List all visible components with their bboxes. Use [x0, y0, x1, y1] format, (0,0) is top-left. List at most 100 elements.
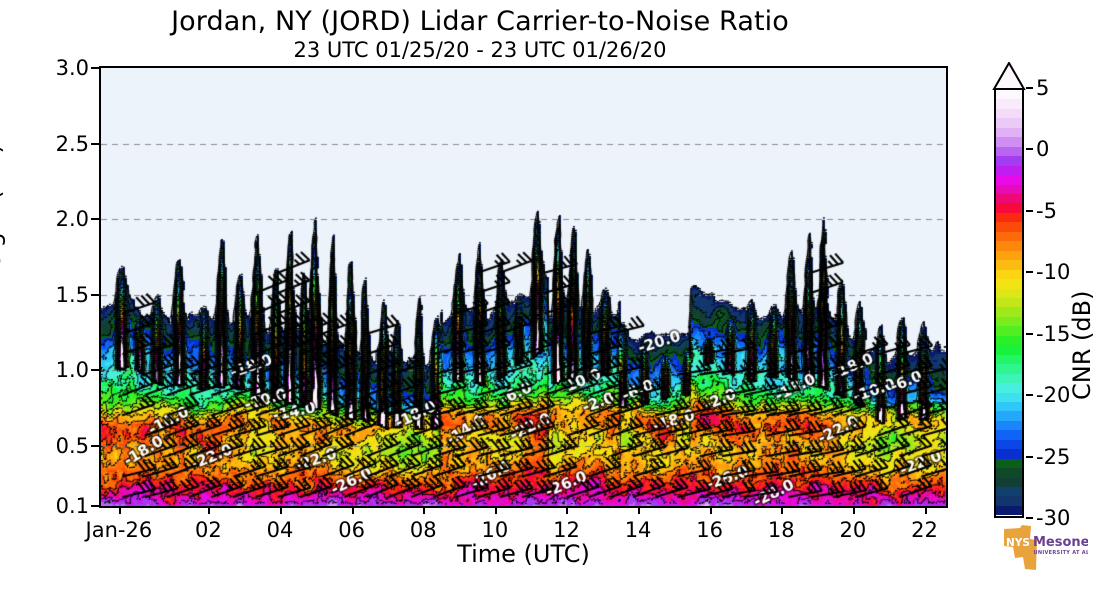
colorbar-band	[996, 364, 1022, 374]
colorbar-band	[996, 468, 1022, 478]
colorbar-band	[996, 401, 1022, 412]
y-tick-mark	[91, 293, 99, 296]
x-tick-label: 20	[839, 518, 867, 542]
logo-brand-text: Mesonet	[1033, 535, 1088, 550]
colorbar-band	[996, 118, 1022, 128]
y-tick-label: 0.1	[55, 494, 89, 518]
x-tick-mark	[709, 506, 712, 514]
y-tick-label: 3.0	[55, 56, 89, 80]
colorbar-band	[996, 505, 1022, 516]
page-subtitle: 23 UTC 01/25/20 - 23 UTC 01/26/20	[293, 38, 667, 62]
colorbar-band	[996, 430, 1022, 440]
x-tick-label: 14	[624, 518, 652, 542]
colorbar-tick-mark	[1026, 394, 1033, 397]
colorbar-title: CNR (dB)	[1068, 290, 1093, 400]
x-tick-label: 02	[195, 518, 222, 542]
x-tick-label: 06	[338, 518, 365, 542]
colorbar-band	[996, 449, 1022, 459]
y-tick-label: 1.0	[55, 358, 89, 383]
colorbar-band	[996, 212, 1022, 223]
x-tick-mark	[423, 506, 426, 514]
colorbar-tick-mark	[1026, 209, 1033, 212]
x-tick-mark	[781, 506, 784, 514]
colorbar-band	[996, 184, 1022, 194]
x-tick-mark	[852, 506, 855, 514]
colorbar-gradient	[994, 88, 1024, 518]
colorbar-band	[996, 439, 1022, 450]
colorbar-tick-label: -20	[1036, 383, 1071, 408]
colorbar-band	[996, 146, 1022, 157]
y-tick-label: 2.5	[55, 131, 89, 156]
x-tick-mark	[494, 506, 497, 514]
colorbar-band	[996, 383, 1022, 393]
x-axis-label: Time (UTC)	[457, 540, 590, 568]
colorbar-tick-label: -15	[1036, 321, 1071, 346]
x-tick-mark	[118, 506, 121, 514]
colorbar-band	[996, 316, 1022, 327]
colorbar-tick-label: -10	[1036, 260, 1071, 285]
colorbar-band	[996, 203, 1022, 213]
logo-tagline-text: UNIVERSITY AT ALBANY	[1034, 550, 1089, 556]
colorbar-band	[996, 477, 1022, 488]
colorbar-band	[996, 411, 1022, 421]
colorbar-extend-arrow-icon	[992, 62, 1026, 90]
x-tick-label: 18	[767, 518, 795, 542]
y-tick-label: 1.5	[55, 282, 89, 307]
colorbar-band	[996, 269, 1022, 280]
y-tick-mark	[91, 142, 99, 145]
new-york-state-shape-icon	[1004, 525, 1037, 570]
colorbar-band	[996, 288, 1022, 298]
colorbar-tick-mark	[1026, 87, 1033, 89]
colorbar-band	[996, 345, 1022, 355]
colorbar-band	[996, 108, 1022, 119]
colorbar-tick-label: 0	[1036, 137, 1050, 162]
colorbar-tick-mark	[1026, 455, 1033, 458]
colorbar-band	[996, 165, 1022, 176]
colorbar-tick-label: -25	[1036, 444, 1071, 469]
y-tick-mark	[91, 369, 99, 372]
colorbar-band	[996, 137, 1022, 147]
y-tick-label: 0.5	[55, 433, 89, 458]
page-title: Jordan, NY (JORD) Lidar Carrier-to-Noise…	[171, 6, 789, 37]
colorbar-band	[996, 222, 1022, 232]
x-tick-mark	[638, 506, 641, 514]
colorbar-band	[996, 156, 1022, 166]
colorbar-band	[996, 90, 1022, 100]
colorbar-tick-mark	[1026, 517, 1033, 519]
colorbar	[992, 62, 1026, 518]
y-axis-label: Height (km)	[0, 144, 6, 287]
colorbar-band	[996, 99, 1022, 109]
x-tick-label: 16	[696, 518, 724, 542]
plot-area	[99, 66, 948, 508]
x-tick-mark	[351, 506, 354, 514]
y-tick-mark	[91, 218, 99, 221]
y-tick-mark	[91, 505, 99, 507]
colorbar-tick-mark	[1026, 148, 1033, 151]
y-tick-mark	[91, 67, 99, 69]
colorbar-tick-mark	[1026, 332, 1033, 335]
colorbar-band	[996, 241, 1022, 251]
x-tick-mark	[924, 506, 927, 514]
colorbar-band	[996, 127, 1022, 138]
x-tick-label: 22	[911, 518, 938, 542]
colorbar-band	[996, 420, 1022, 431]
colorbar-band	[996, 326, 1022, 336]
y-tick-label: 2.0	[55, 207, 89, 232]
colorbar-band	[996, 297, 1022, 308]
logo-nys-text: NYS	[1006, 537, 1030, 549]
colorbar-band	[996, 175, 1022, 185]
cnr-heatmap-canvas	[101, 68, 946, 506]
x-tick-mark	[280, 506, 283, 514]
colorbar-tick-label: -30	[1036, 506, 1071, 530]
colorbar-band	[996, 392, 1022, 402]
nys-mesonet-logo: NYS Mesonet UNIVERSITY AT ALBANY	[1004, 525, 1089, 570]
colorbar-band	[996, 487, 1022, 497]
colorbar-band	[996, 250, 1022, 261]
x-tick-label: 12	[553, 518, 580, 542]
x-tick-label: 04	[266, 518, 294, 542]
colorbar-band	[996, 458, 1022, 469]
colorbar-tick-label: -5	[1036, 198, 1057, 223]
colorbar-tick-label: 5	[1036, 76, 1050, 100]
colorbar-band	[996, 193, 1022, 204]
x-tick-mark	[566, 506, 569, 514]
